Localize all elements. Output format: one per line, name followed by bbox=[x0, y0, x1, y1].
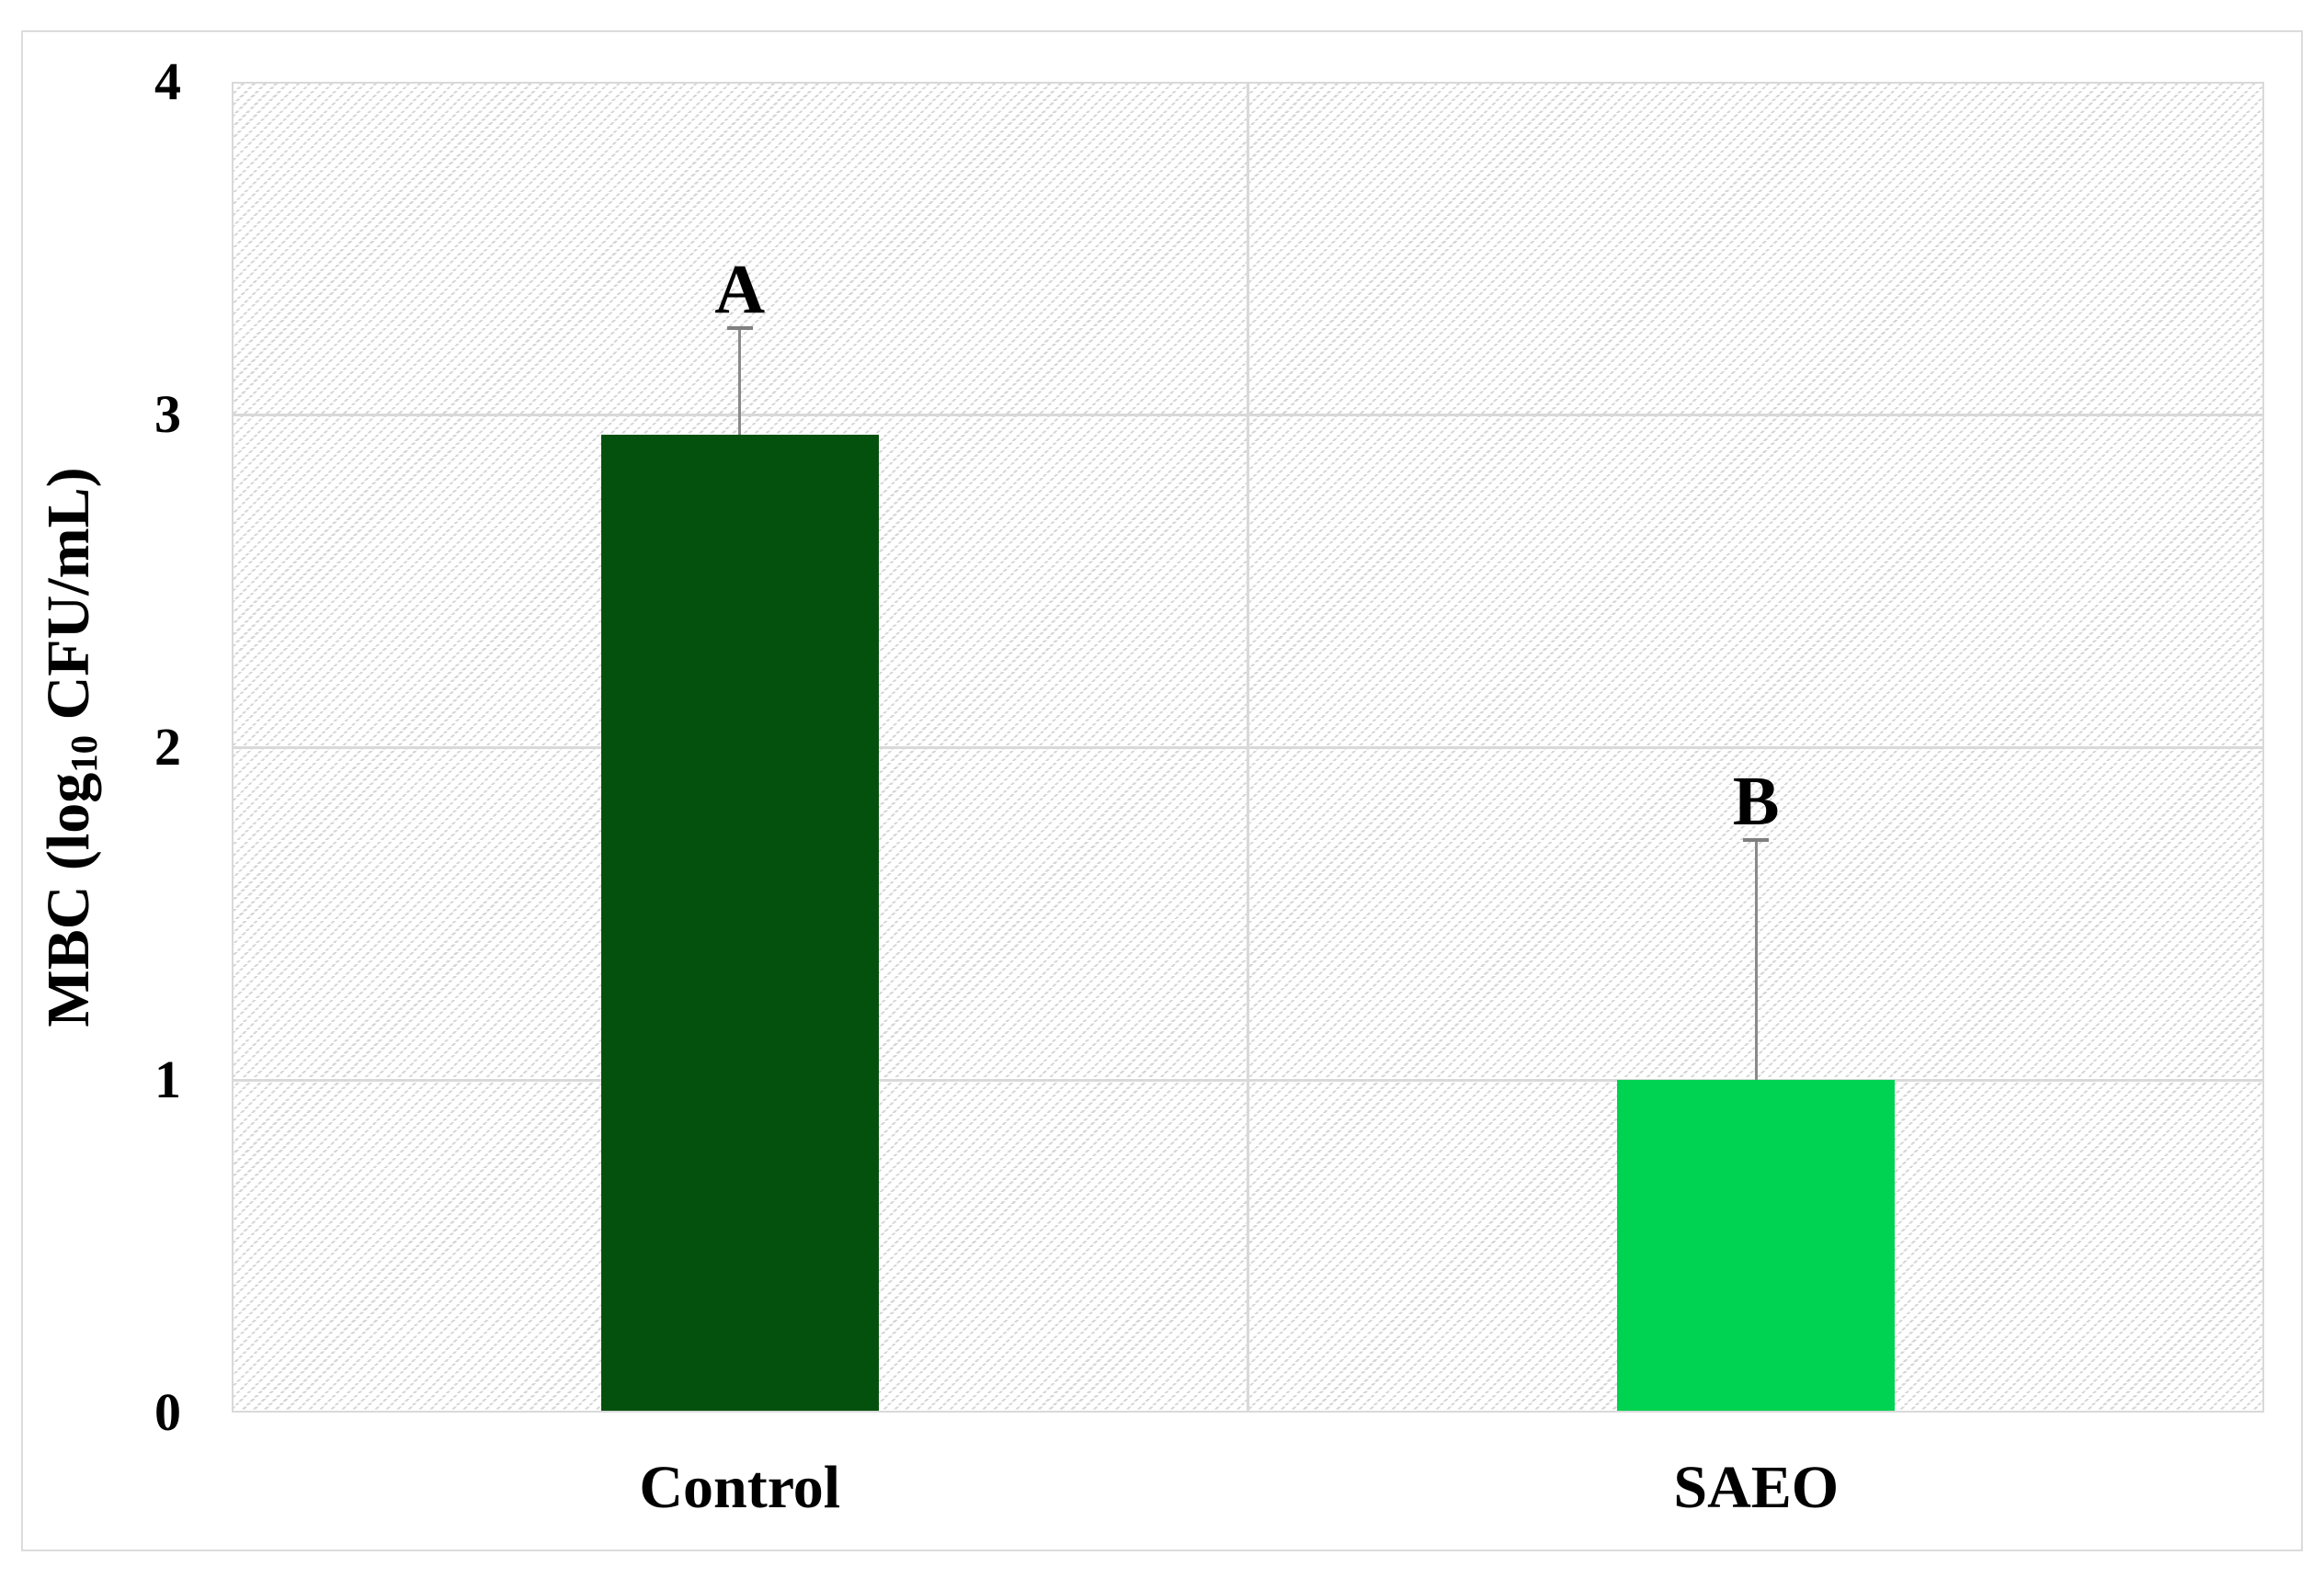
significance-letter-b: B bbox=[1732, 763, 1780, 841]
gridline-vertical bbox=[1247, 82, 1249, 1413]
y-axis-title-subscript: 10 bbox=[63, 734, 105, 773]
bar-saeo bbox=[1617, 1080, 1896, 1411]
error-bar-cap-saeo bbox=[1743, 838, 1770, 843]
error-bar-control bbox=[738, 327, 742, 435]
bar-control bbox=[600, 434, 879, 1411]
y-tick-label-2: 2 bbox=[154, 717, 181, 777]
y-tick-label-4: 4 bbox=[154, 51, 181, 111]
category-label-control: Control bbox=[639, 1454, 841, 1521]
y-axis-title-suffix: CFU/mL) bbox=[35, 467, 102, 735]
significance-letter-a: A bbox=[714, 250, 766, 328]
y-axis-title: MBC (log10 CFU/mL) bbox=[28, 104, 110, 1391]
category-label-saeo: SAEO bbox=[1673, 1454, 1840, 1521]
error-bar-saeo bbox=[1754, 840, 1758, 1080]
y-tick-label-1: 1 bbox=[154, 1050, 181, 1109]
y-tick-label-3: 3 bbox=[154, 384, 181, 444]
error-bar-cap-control bbox=[726, 325, 753, 330]
y-tick-label-0: 0 bbox=[154, 1382, 181, 1442]
y-axis-title-prefix: MBC (log bbox=[35, 772, 102, 1027]
